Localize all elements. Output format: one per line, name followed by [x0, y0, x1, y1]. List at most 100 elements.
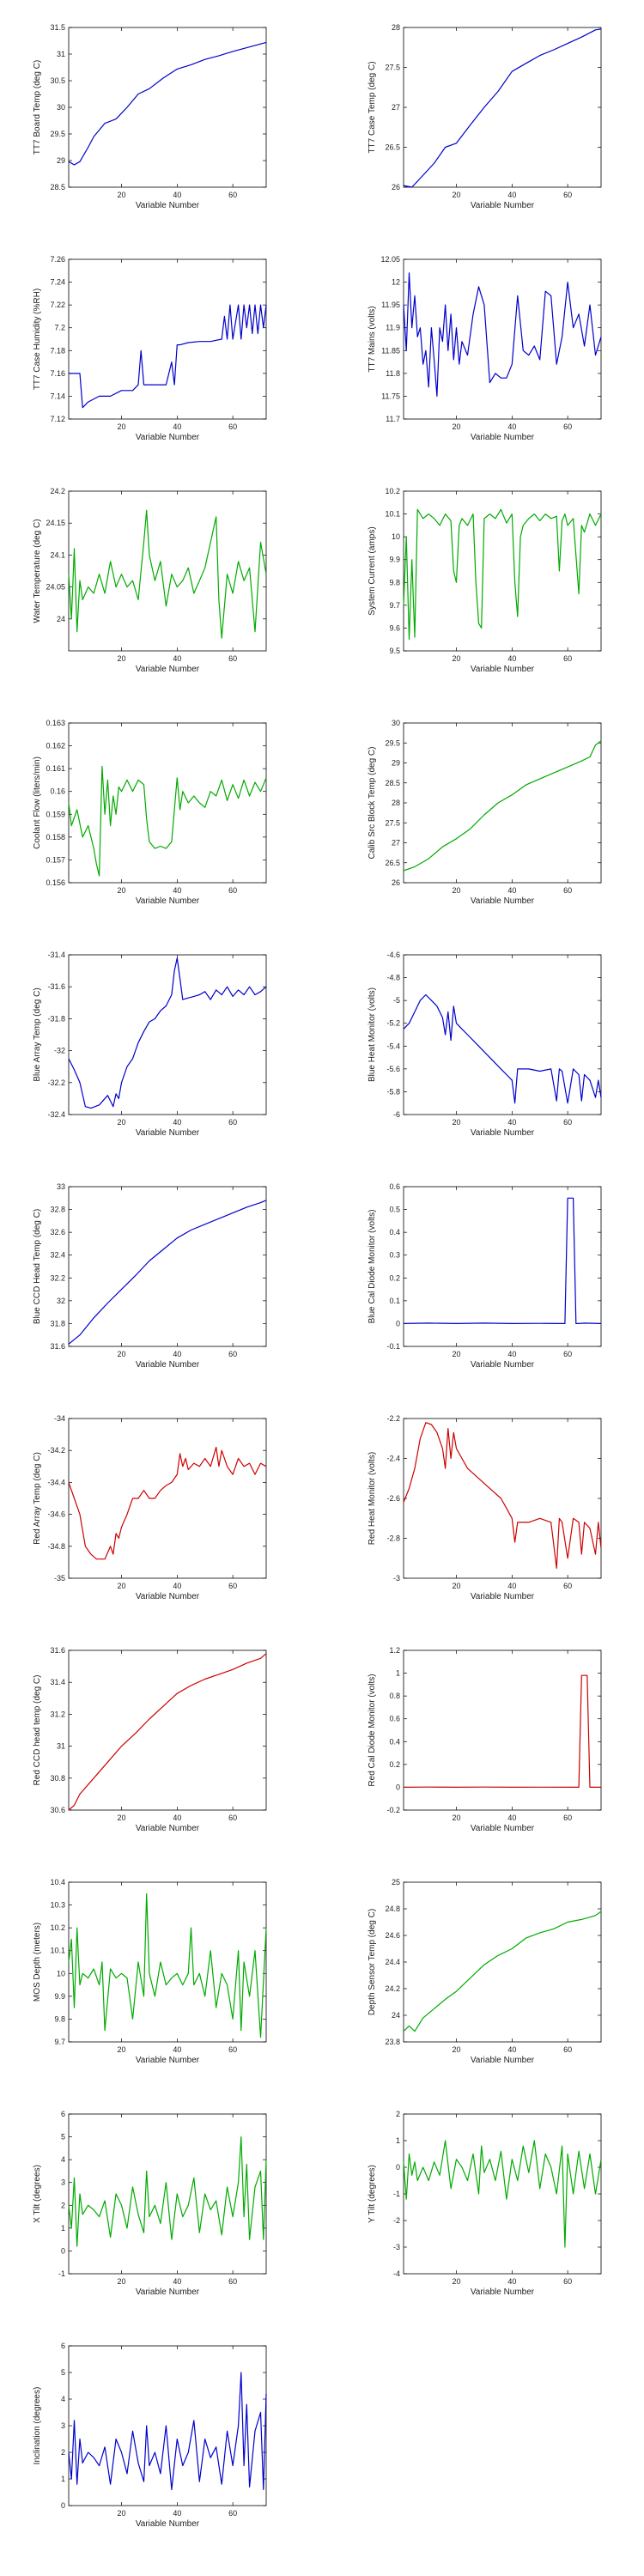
y-tick-label: 27	[392, 839, 400, 848]
y-tick-label: -5	[393, 996, 400, 1005]
x-tick-label: 40	[173, 1350, 181, 1358]
subplot-14: -3 -2.8 -2.6 -2.4 -2.2 20 40 60 Variable Number R…	[368, 1414, 602, 1601]
y-tick-label: 12.05	[380, 255, 400, 264]
y-tick-label: 0.162	[46, 742, 65, 750]
y-tick-label: 10.1	[50, 1947, 65, 1955]
y-axis-label: Depth Sensor Temp (deg C)	[368, 1909, 377, 2015]
x-tick-label: 20	[453, 654, 461, 663]
y-tick-label: 0.158	[46, 833, 65, 841]
y-tick-label: 31	[57, 1742, 65, 1751]
y-tick-label: 0	[61, 2246, 65, 2255]
plot-area	[68, 490, 267, 652]
y-tick-label: 9.9	[54, 1992, 65, 2001]
x-tick-label: 40	[173, 422, 181, 431]
plot-area	[68, 722, 267, 884]
y-tick-label: 10.4	[50, 1878, 65, 1886]
y-tick-label: -2	[393, 2216, 400, 2225]
subplot-9: -32.4 -32.2 -32 -31.8 -31.6 -31.4 20 40 60 Variab…	[33, 951, 267, 1138]
y-tick-label: 31.2	[50, 1710, 65, 1718]
x-tick-label: 40	[173, 1814, 181, 1822]
subplot-18: 23.8 24 24.2 24.4 24.6 24.8 25 20 40 60 Variable N…	[368, 1878, 602, 2065]
x-tick-label: 60	[563, 886, 572, 895]
y-tick-label: 2	[61, 2201, 65, 2209]
y-tick-label: 30.6	[50, 1806, 65, 1814]
plot-area	[68, 2345, 267, 2506]
y-tick-label: 11.8	[386, 369, 400, 378]
subplot-1: 28.5 29 29.5 30 30.5 31 31.5 20 40 60 Variable Num…	[33, 23, 267, 210]
plot-area	[403, 1186, 602, 1347]
x-axis-label: Variable Number	[471, 665, 535, 674]
plot-area	[68, 954, 267, 1115]
y-tick-label: -0.2	[386, 1806, 400, 1814]
y-tick-label: 9.6	[389, 623, 400, 632]
x-axis-label: Variable Number	[136, 1824, 200, 1833]
y-tick-label: 7.24	[50, 278, 65, 287]
y-tick-label: 9.7	[389, 601, 400, 610]
y-tick-label: 0.3	[389, 1251, 400, 1260]
y-tick-label: 0.2	[389, 1273, 400, 1282]
y-tick-label: -34.6	[47, 1510, 65, 1519]
x-tick-label: 40	[173, 191, 181, 199]
y-tick-label: 4	[61, 2395, 65, 2403]
x-axis-label: Variable Number	[136, 2287, 200, 2297]
x-tick-label: 60	[228, 2277, 237, 2286]
y-tick-label: 31.6	[50, 1646, 65, 1655]
y-tick-label: 0.5	[389, 1206, 400, 1214]
y-tick-label: 12	[392, 278, 400, 287]
y-tick-label: 0	[396, 1783, 400, 1791]
series-line	[403, 2140, 602, 2248]
y-tick-label: 10.3	[50, 1901, 65, 1910]
x-tick-label: 40	[173, 2509, 181, 2518]
y-tick-label: -2.6	[386, 1494, 400, 1503]
x-tick-label: 60	[228, 1118, 237, 1127]
plot-area	[68, 1418, 267, 1579]
x-axis-label: Variable Number	[471, 201, 535, 210]
y-tick-label: 9.5	[389, 647, 400, 655]
series-line	[68, 1653, 267, 1811]
y-tick-label: 5	[61, 2368, 65, 2377]
x-tick-label: 40	[507, 2045, 516, 2054]
y-tick-label: 26.5	[385, 859, 400, 867]
plot-area	[403, 27, 602, 188]
x-tick-label: 20	[453, 422, 461, 431]
y-tick-label: 11.95	[381, 301, 400, 309]
subplot-13: -35 -34.8 -34.6 -34.4 -34.2 -34 20 40 60 Variable…	[33, 1414, 267, 1601]
subplot-19: -1 0 1 2 3 4 5 6 20 40 60 Variable Number X Tilt (de…	[33, 2110, 267, 2297]
y-tick-label: 24.4	[385, 1958, 400, 1966]
x-axis-label: Variable Number	[136, 201, 200, 210]
x-tick-label: 40	[173, 1118, 181, 1127]
series-line	[68, 509, 267, 639]
y-tick-label: 27.5	[385, 818, 400, 827]
y-axis-label: Blue Array Temp (deg C)	[33, 987, 42, 1081]
y-tick-label: 9.7	[54, 2038, 65, 2046]
y-tick-label: 10.1	[385, 510, 400, 519]
y-tick-label: 11.9	[386, 324, 400, 332]
y-tick-label: 30.5	[50, 76, 65, 85]
y-tick-label: 27.5	[385, 64, 400, 72]
y-tick-label: 2	[396, 2110, 400, 2118]
x-tick-label: 60	[563, 422, 572, 431]
y-tick-label: 10.2	[50, 1923, 65, 1932]
x-tick-label: 60	[228, 2045, 237, 2054]
y-tick-label: -34	[54, 1414, 65, 1423]
y-tick-label: 0.157	[46, 855, 65, 864]
y-axis-label: Red Cal Diode Monitor (volts)	[368, 1674, 377, 1786]
series-line	[68, 2136, 267, 2247]
y-tick-label: -2.4	[386, 1455, 400, 1463]
y-axis-label: TT7 Board Temp (deg C)	[33, 60, 42, 155]
x-axis-label: Variable Number	[136, 433, 200, 442]
plot-area	[68, 27, 267, 188]
y-tick-label: 0.6	[389, 1715, 400, 1723]
y-axis-label: Blue Heat Monitor (volts)	[368, 987, 377, 1082]
y-axis-label: TT7 Mains (volts)	[368, 306, 377, 372]
series-line	[403, 993, 602, 1104]
x-tick-label: 20	[118, 2509, 126, 2518]
y-tick-label: 28.5	[385, 779, 400, 787]
y-tick-label: 26.5	[385, 143, 400, 152]
series-line	[403, 1674, 601, 1788]
y-tick-label: -6	[393, 1110, 400, 1119]
y-tick-label: 0	[61, 2501, 65, 2510]
y-tick-label: -1	[58, 2269, 65, 2278]
subplot-7: 0.156 0.157 0.158 0.159 0.16 0.161 0.162 0.163 2…	[33, 719, 267, 906]
y-tick-label: 31.5	[50, 23, 65, 32]
